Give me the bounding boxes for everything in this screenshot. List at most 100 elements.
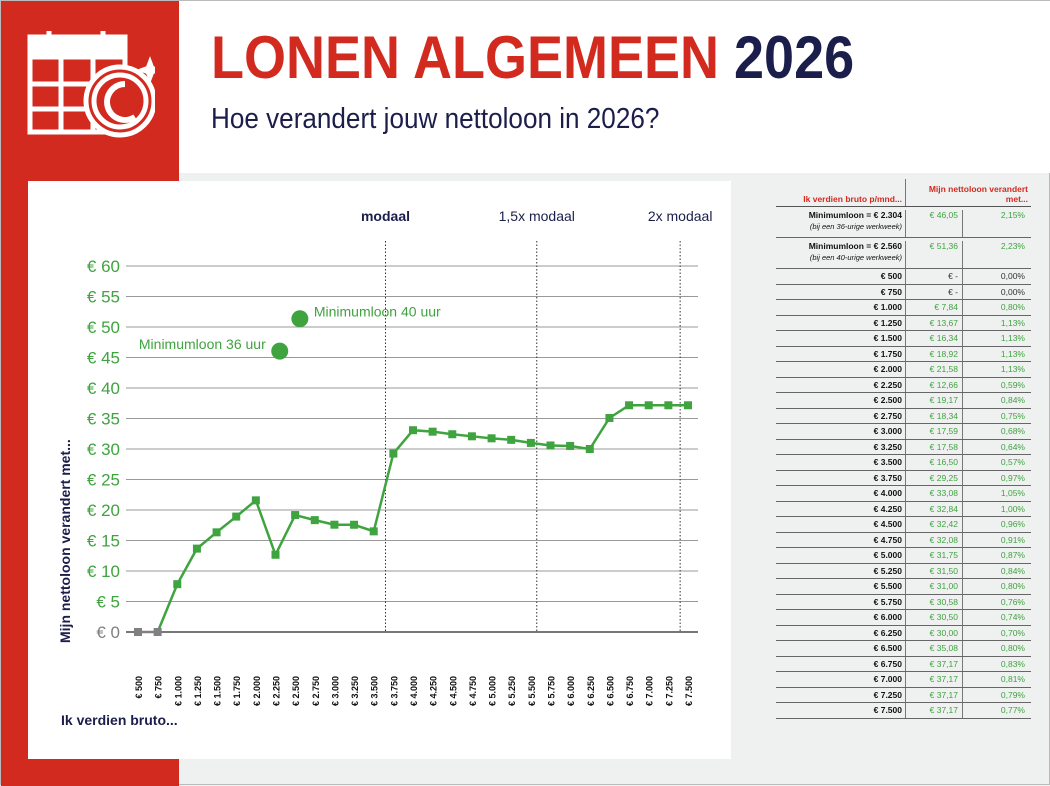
x-tick-label: € 3.750 (389, 676, 399, 706)
y-tick-label: € 10 (87, 562, 120, 581)
x-tick-label: € 2.750 (311, 676, 321, 706)
y-tick-label: € 60 (87, 257, 120, 276)
x-tick-label: € 4.250 (429, 676, 439, 706)
x-tick-label: € 5.750 (547, 676, 557, 706)
row-pct: 0,84% (1000, 395, 1025, 405)
table-row: € 4.500 € 32,42 0,96% (776, 517, 1031, 533)
x-tick-label: € 750 (154, 676, 164, 699)
row-pct: 0,57% (1000, 457, 1025, 467)
row-label: € 7.250 (776, 687, 906, 702)
calendar-coin-icon (27, 31, 155, 138)
table-row: € 1.750 € 18,92 1,13% (776, 346, 1031, 362)
data-point (291, 511, 300, 520)
data-point (566, 441, 575, 450)
row-label: € 2.750 (776, 408, 906, 423)
x-tick-label: € 4.000 (409, 676, 419, 706)
table-row: € 3.250 € 17,58 0,64% (776, 439, 1031, 455)
row-label-text: Minimumloon = € 2.560 (808, 241, 902, 251)
row-pct: 0,00% (1000, 286, 1025, 297)
row-label: € 4.250 (776, 501, 906, 516)
data-point (153, 628, 162, 636)
col1-header: Ik verdien bruto p/mnd... (776, 179, 906, 206)
table-row: € 2.000 € 21,58 1,13% (776, 362, 1031, 378)
row-label: € 6.000 (776, 610, 906, 625)
x-tick-label: € 7.250 (664, 676, 674, 706)
x-tick-label: € 3.250 (350, 676, 360, 706)
data-point (644, 401, 653, 410)
row-label: € 3.250 (776, 439, 906, 454)
data-point (212, 528, 221, 537)
row-pct: 1,13% (1000, 333, 1025, 343)
x-tick-label: € 4.750 (468, 676, 478, 706)
row-label: Minimumloon = € 2.304 (bij een 36-urige w… (776, 210, 906, 237)
y-tick-label: € 30 (87, 440, 120, 459)
data-point (664, 401, 673, 410)
y-tick-label: € 55 (87, 288, 120, 307)
minimumloon-label: Minimumloon 36 uur (139, 336, 266, 352)
row-label: € 750 (776, 284, 906, 299)
data-point (251, 496, 260, 505)
table-row: € 6.750 € 37,17 0,83% (776, 656, 1031, 672)
table-row: € 7.250 € 37,17 0,79% (776, 687, 1031, 703)
table-row: € 7.000 € 37,17 0,81% (776, 672, 1031, 688)
line-chart: € 0 € 5 € 10 € 15 € 20 € 25 € 30 € 35 € 40 € 45 € … (57, 208, 712, 728)
y-tick-label: € 15 (87, 532, 120, 551)
data-point (310, 516, 319, 525)
table-row: € 1.500 € 16,34 1,13% (776, 331, 1031, 347)
row-amount: € 19,17 (906, 393, 963, 408)
row-amount: € 31,00 (906, 579, 963, 594)
x-tick-label: € 500 (134, 676, 144, 699)
x-tick-label: € 7.000 (645, 676, 655, 706)
table-row: € 5.250 € 31,50 0,84% (776, 563, 1031, 579)
data-point (428, 427, 437, 436)
reference-label: 1,5x modaal (499, 208, 575, 224)
row-amount: € 30,58 (906, 594, 963, 609)
row-pct: 0,75% (1000, 410, 1025, 421)
table-row: € 5.000 € 31,75 0,87% (776, 548, 1031, 564)
minimumloon-point (271, 342, 289, 360)
row-amount: € 32,08 (906, 532, 963, 547)
x-tick-label: € 1.250 (193, 676, 203, 706)
x-tick-label: € 3.000 (330, 676, 340, 706)
data-table: Ik verdien bruto p/mnd... Mijn nettoloon… (776, 179, 1031, 719)
row-pct: 0,96% (1000, 519, 1025, 529)
row-amount: € 18,34 (906, 408, 963, 423)
row-pct: 0,00% (1000, 271, 1025, 281)
x-tick-label: € 7.500 (684, 676, 694, 706)
row-amount: € 46,05 (906, 210, 963, 237)
x-tick-label: € 2.250 (272, 676, 282, 706)
row-pct: 1,00% (1000, 503, 1025, 514)
table-row: € 500 € - 0,00% (776, 269, 1031, 285)
x-tick-label: € 6.750 (625, 676, 635, 706)
header-background (179, 1, 1050, 173)
row-pct: 1,13% (1000, 317, 1025, 328)
table-row-minimumloon: Minimumloon = € 2.560 (bij een 40-urige w… (776, 238, 1031, 269)
row-amount: € 16,34 (906, 331, 963, 346)
x-tick-label: € 6.250 (586, 676, 596, 706)
data-point (134, 628, 142, 636)
data-point (389, 449, 398, 458)
row-note: (bij een 36-urige werkweek) (809, 222, 902, 231)
row-pct: 0,74% (1000, 612, 1025, 622)
data-point (467, 432, 476, 441)
table-row: € 2.500 € 19,17 0,84% (776, 393, 1031, 409)
row-label: € 6.500 (776, 641, 906, 656)
title-text: LONEN ALGEMEEN (211, 24, 720, 91)
y-tick-label: € 0 (96, 623, 120, 642)
row-amount: € 7,84 (906, 300, 963, 315)
data-point (625, 401, 634, 410)
row-amount: € 32,42 (906, 517, 963, 532)
row-label: € 5.250 (776, 563, 906, 578)
row-pct: 0,84% (1000, 565, 1025, 576)
row-label: € 3.750 (776, 470, 906, 485)
row-label-text: Minimumloon = € 2.304 (808, 210, 902, 220)
table-row: € 6.250 € 30,00 0,70% (776, 625, 1031, 641)
row-pct: 0,87% (1000, 550, 1025, 560)
x-tick-label: € 6.000 (566, 676, 576, 706)
row-pct: 0,77% (1000, 705, 1025, 715)
row-pct: 2,23% (1000, 241, 1025, 251)
row-amount: € 16,50 (906, 455, 963, 470)
y-tick-label: € 35 (87, 410, 120, 429)
data-point (330, 520, 339, 529)
table-row-minimumloon: Minimumloon = € 2.304 (bij een 36-urige w… (776, 207, 1031, 238)
